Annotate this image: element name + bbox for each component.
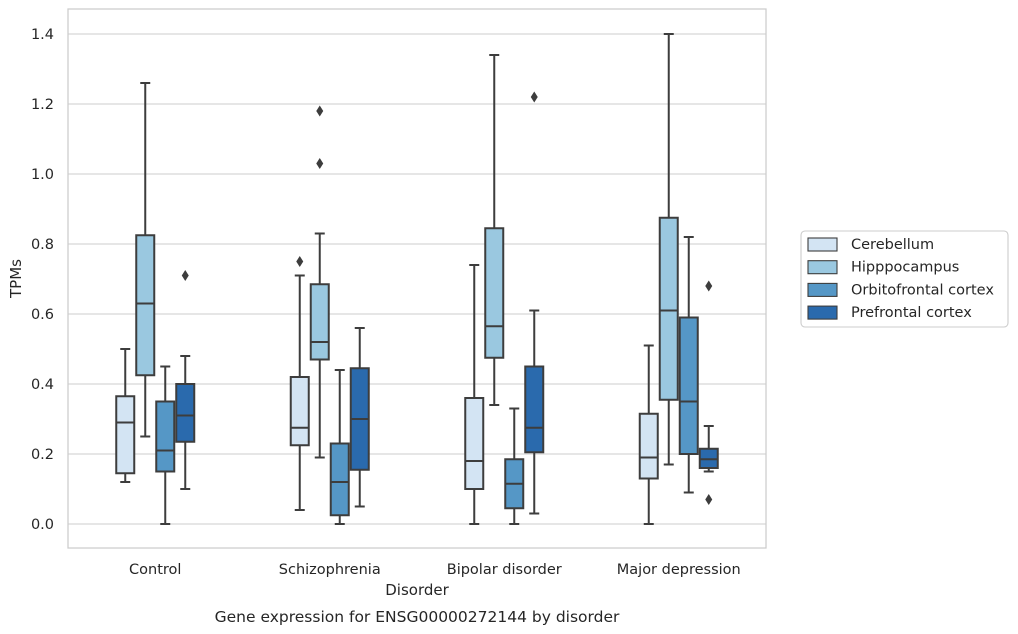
box-hipppocampus	[484, 54, 505, 406]
y-tick-label: 1.0	[31, 167, 54, 183]
box-prefrontal-cortex	[175, 270, 196, 490]
box-orbitofrontal-cortex	[678, 236, 699, 494]
box-orbitofrontal-cortex	[155, 365, 176, 525]
y-tick-label: 0.2	[31, 447, 54, 463]
x-tick-label: Control	[129, 562, 181, 578]
box-iqr	[678, 316, 699, 455]
box-hipppocampus	[135, 82, 156, 438]
outlier-point	[705, 280, 713, 292]
box-iqr	[524, 365, 545, 454]
outlier-point	[705, 494, 713, 505]
y-axis-ticks: 0.0 0.2 0.4 0.6 0.8 1.0 1.2 1.4	[31, 27, 54, 533]
outlier-point	[316, 158, 324, 169]
legend-label: Cerebellum	[851, 237, 934, 253]
outlier-point	[181, 270, 189, 281]
box-iqr	[289, 376, 310, 447]
y-axis-label: TPMs	[7, 259, 25, 299]
x-tick-label: Schizophrenia	[279, 562, 381, 578]
box-iqr	[638, 412, 659, 480]
box-iqr	[155, 400, 176, 473]
y-tick-label: 0.6	[31, 307, 54, 323]
box-hipppocampus	[309, 105, 330, 459]
box-iqr	[329, 442, 350, 517]
box-iqr	[309, 283, 330, 361]
legend: Cerebellum Hipppocampus Orbitofrontal cort…	[800, 230, 1009, 328]
box-iqr	[658, 216, 679, 401]
outlier-point	[316, 105, 324, 117]
y-tick-label: 1.2	[31, 97, 54, 113]
box-cerebellum	[289, 256, 310, 511]
box-cerebellum	[464, 264, 485, 525]
box-iqr	[115, 395, 136, 475]
legend-label: Prefrontal cortex	[851, 305, 972, 321]
box-orbitofrontal-cortex	[504, 407, 525, 525]
x-tick-label: Major depression	[617, 562, 741, 578]
box-hipppocampus	[658, 33, 679, 466]
y-tick-label: 1.4	[31, 27, 54, 43]
box-cerebellum	[638, 344, 659, 525]
legend-swatch	[807, 282, 838, 297]
x-axis-ticks: Control Schizophrenia Bipolar disorder Majo…	[129, 562, 741, 578]
box-cerebellum	[115, 348, 136, 483]
y-tick-label: 0.4	[31, 377, 54, 393]
box-plot-series	[115, 33, 719, 525]
legend-label: Hipppocampus	[851, 260, 959, 276]
outlier-point	[296, 256, 304, 267]
legend-swatch	[807, 305, 838, 320]
x-tick-label: Bipolar disorder	[447, 562, 562, 578]
box-prefrontal-cortex	[524, 91, 545, 515]
legend-swatch	[807, 260, 838, 275]
box-prefrontal-cortex	[698, 280, 719, 505]
box-iqr	[135, 234, 156, 377]
legend-label: Orbitofrontal cortex	[851, 282, 994, 298]
box-iqr	[464, 397, 485, 490]
outlier-point	[530, 91, 538, 103]
legend-swatch	[807, 237, 838, 252]
y-tick-label: 0.0	[31, 517, 54, 533]
box-prefrontal-cortex	[349, 327, 370, 508]
y-tick-label: 0.8	[31, 237, 54, 253]
plot-frame	[67, 8, 767, 549]
box-iqr	[175, 383, 196, 443]
legend-frame	[800, 230, 1009, 328]
box-iqr	[484, 227, 505, 359]
box-orbitofrontal-cortex	[329, 369, 350, 525]
chart-caption: Gene expression for ENSG00000272144 by d…	[215, 608, 620, 626]
x-axis-label: Disorder	[385, 581, 449, 599]
